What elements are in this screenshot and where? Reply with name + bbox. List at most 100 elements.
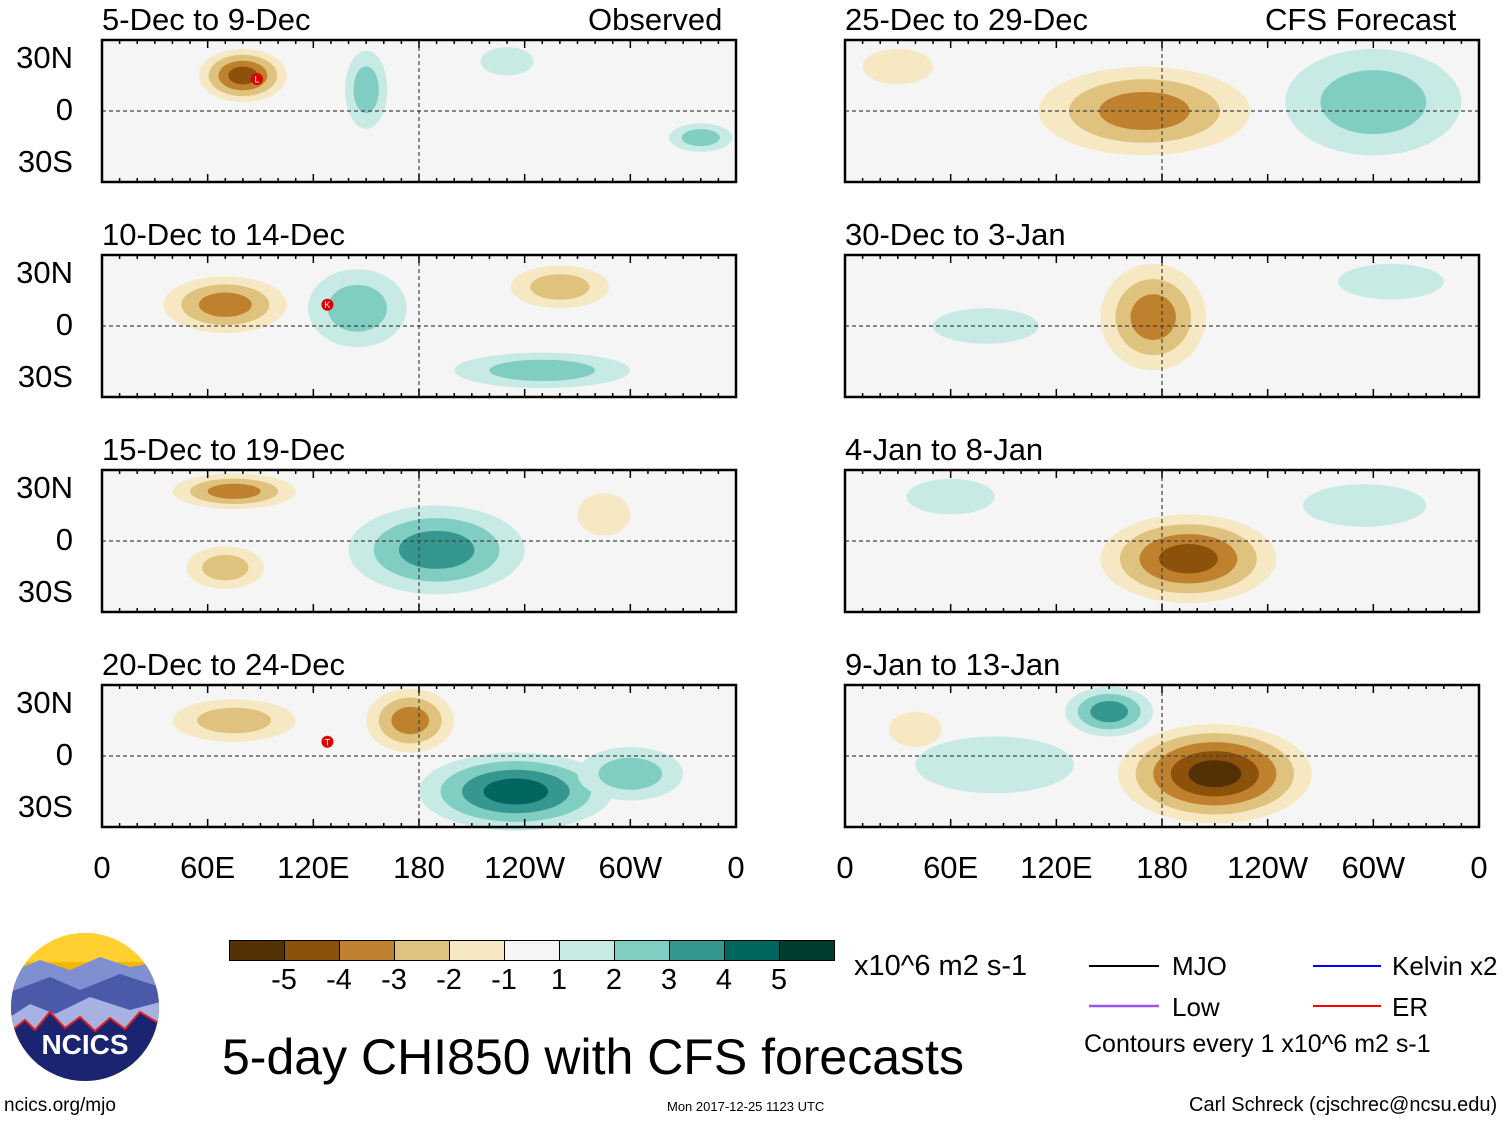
anomaly-contour <box>1130 294 1176 340</box>
anomaly-contour <box>489 359 596 382</box>
lon-label: 0 <box>836 850 854 885</box>
colorbar-swatch <box>669 940 725 961</box>
map-panel: L <box>100 38 738 184</box>
lat-label: 30S <box>17 359 73 394</box>
svg-text:T: T <box>325 737 331 747</box>
anomaly-contour <box>353 66 379 114</box>
anomaly-contour <box>198 292 252 317</box>
lat-label: 30S <box>17 574 73 609</box>
map-panel <box>843 38 1481 184</box>
panel-title: 9-Jan to 13-Jan <box>845 647 1061 682</box>
anomaly-contour <box>681 129 720 147</box>
legend-er: ER <box>1392 992 1429 1022</box>
colorbar-label: -4 <box>326 964 352 996</box>
map-panel: T <box>100 683 738 831</box>
panel-title: 30-Dec to 3-Jan <box>845 217 1066 252</box>
anomaly-contour <box>530 274 590 300</box>
lat-label: 30S <box>17 144 73 179</box>
lon-label: 180 <box>393 850 445 885</box>
forecast-label: CFS Forecast <box>1265 2 1457 37</box>
lon-label: 0 <box>93 850 111 885</box>
colorbar-label: 3 <box>660 964 678 996</box>
figure-title: 5-day CHI850 with CFS forecasts <box>222 1029 964 1085</box>
site-url[interactable]: ncics.org/mjo <box>4 1095 116 1116</box>
anomaly-contour <box>483 778 549 805</box>
storm-icon <box>250 73 263 86</box>
anomaly-contour <box>906 478 995 515</box>
legend-low: Low <box>1172 992 1220 1022</box>
lon-label: 180 <box>1136 850 1188 885</box>
legend-mjo: MJO <box>1172 951 1227 981</box>
svg-text:L: L <box>254 75 259 85</box>
observed-label: Observed <box>588 2 723 37</box>
map-panel: K <box>100 253 738 399</box>
lat-label: 0 <box>55 92 73 127</box>
map-panel <box>843 468 1481 614</box>
lon-label: 60E <box>923 850 979 885</box>
map-panel <box>100 468 738 614</box>
units-label: x10^6 m2 s-1 <box>854 950 1028 982</box>
panel-title: 15-Dec to 19-Dec <box>102 432 345 467</box>
anomaly-contour <box>1159 543 1218 574</box>
anomaly-contour <box>398 530 475 569</box>
anomaly-contour <box>1188 760 1242 788</box>
anomaly-contour <box>228 66 258 85</box>
lat-label: 30N <box>16 255 73 290</box>
anomaly-contour <box>327 284 387 332</box>
lat-label: 0 <box>55 307 73 342</box>
colorbar-label: 4 <box>715 964 733 996</box>
anomaly-contour <box>889 711 942 748</box>
panel-title: 10-Dec to 14-Dec <box>102 217 345 252</box>
anomaly-contour <box>862 48 934 85</box>
colorbar-swatch <box>394 940 450 961</box>
colorbar-swatch <box>614 940 670 961</box>
colorbar-label: -1 <box>491 964 517 996</box>
lon-label: 120E <box>1020 850 1093 885</box>
colorbar-swatch <box>559 940 615 961</box>
lon-label: 120W <box>484 850 566 885</box>
colorbar-label: -3 <box>381 964 407 996</box>
legend-kelvin: Kelvin x2 <box>1392 951 1498 981</box>
anomaly-contour <box>1320 70 1427 135</box>
lon-label: 0 <box>727 850 745 885</box>
author: Carl Schreck (cjschrec@ncsu.edu) <box>1189 1094 1498 1116</box>
lon-label: 0 <box>1470 850 1488 885</box>
anomaly-contour <box>197 707 272 734</box>
colorbar-swatch <box>449 940 505 961</box>
logo-text: NCICS <box>41 1029 128 1060</box>
timestamp: Mon 2017-12-25 1123 UTC <box>667 1099 825 1114</box>
colorbar-swatch <box>779 940 835 961</box>
colorbar-label: 5 <box>770 964 788 996</box>
lon-label: 60W <box>598 850 663 885</box>
panel-title: 4-Jan to 8-Jan <box>845 432 1044 467</box>
lat-label: 30N <box>16 470 73 505</box>
panel-title: 20-Dec to 24-Dec <box>102 647 345 682</box>
colorbar-swatch <box>229 940 285 961</box>
colorbar-label: 1 <box>550 964 568 996</box>
lon-label: 120W <box>1227 850 1309 885</box>
anomaly-contour <box>207 483 261 499</box>
colorbar-label: -5 <box>271 964 297 996</box>
colorbar-swatch <box>339 940 395 961</box>
anomaly-contour <box>598 757 663 790</box>
lat-label: 30S <box>17 789 73 824</box>
anomaly-contour <box>480 47 534 76</box>
storm-icon <box>321 735 334 748</box>
lon-label: 60E <box>180 850 236 885</box>
lat-label: 0 <box>55 737 73 772</box>
map-panel <box>843 253 1481 399</box>
anomaly-contour <box>915 736 1074 794</box>
storm-icon <box>321 298 334 311</box>
colorbar-swatch <box>504 940 560 961</box>
colorbar-swatch <box>284 940 340 961</box>
anomaly-contour <box>202 554 249 581</box>
contour-note: Contours every 1 x10^6 m2 s-1 <box>1084 1030 1431 1058</box>
anomaly-contour <box>577 493 631 536</box>
map-panel <box>843 683 1481 829</box>
colorbar-label: -2 <box>436 964 462 996</box>
anomaly-contour <box>1099 91 1190 131</box>
colorbar-swatch <box>724 940 780 961</box>
lat-label: 30N <box>16 40 73 75</box>
lon-label: 120E <box>277 850 350 885</box>
anomaly-contour <box>1302 484 1427 527</box>
